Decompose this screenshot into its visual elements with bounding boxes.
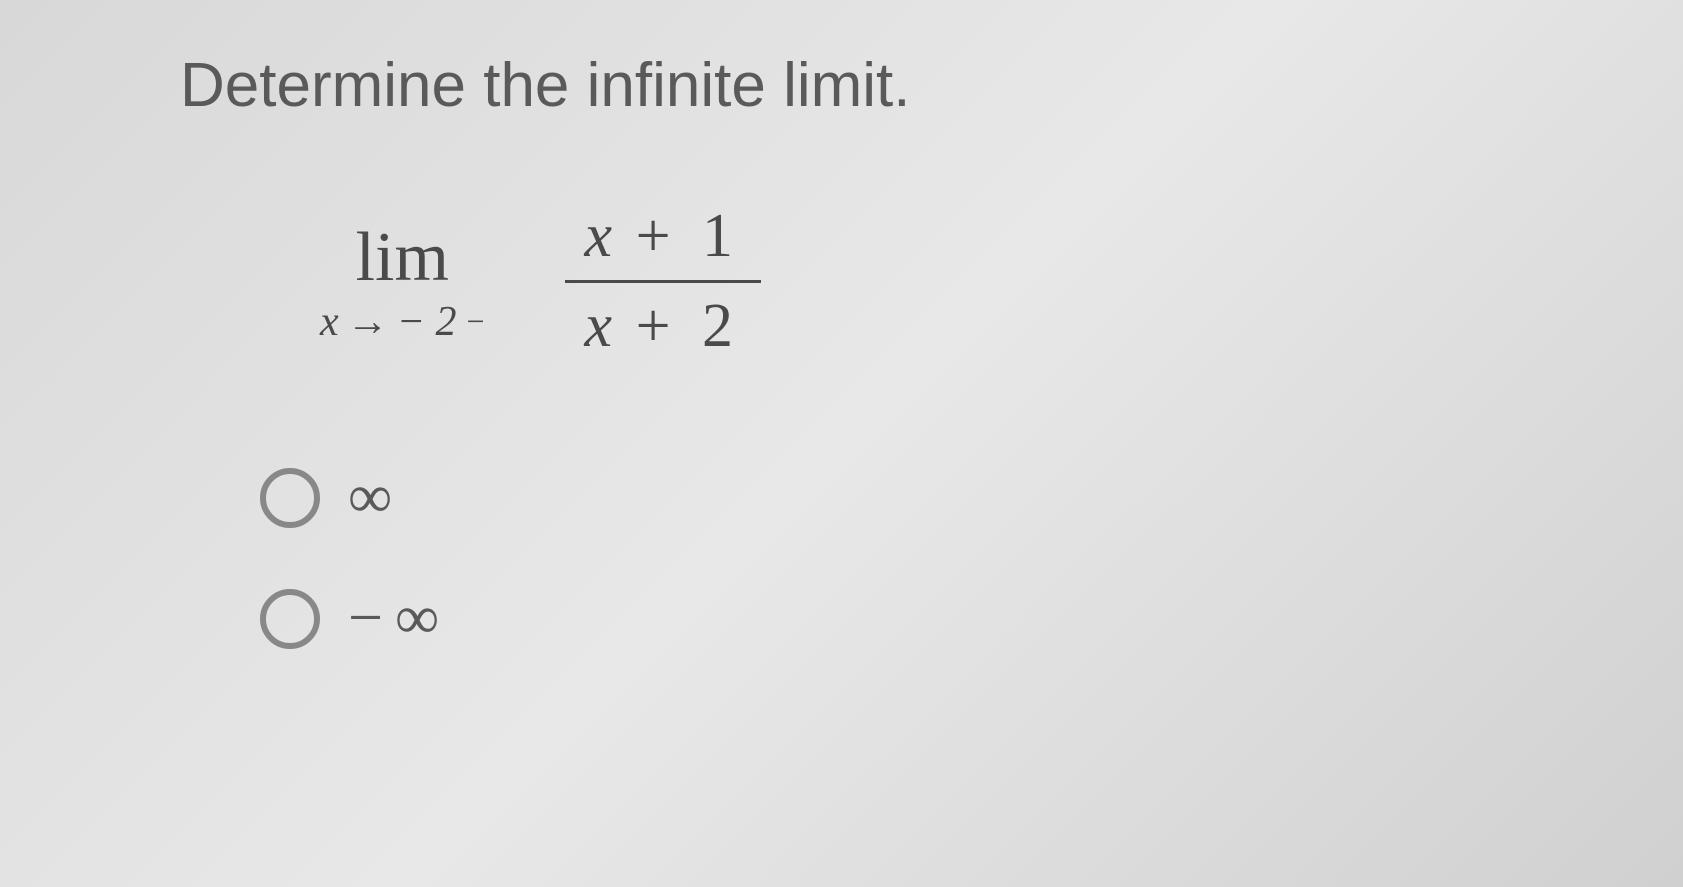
option-label: ∞: [348, 462, 392, 533]
arrow-icon: →: [347, 298, 389, 346]
minus-sign: −: [348, 584, 383, 652]
numerator-variable: x: [585, 202, 613, 270]
infinity-icon: ∞: [395, 584, 439, 652]
option-positive-infinity[interactable]: ∞: [260, 462, 1503, 533]
denominator-operator: +: [636, 292, 671, 360]
numerator-constant: 1: [702, 202, 733, 270]
radio-button[interactable]: [260, 589, 320, 649]
lim-text: lim: [356, 218, 449, 298]
numerator: x + 1: [565, 201, 762, 272]
denominator-constant: 2: [702, 292, 733, 360]
infinity-icon: ∞: [348, 463, 392, 531]
approach-superscript: −: [467, 303, 485, 340]
limit-notation: lim x → − 2−: [320, 218, 485, 346]
limit-approach: x → − 2−: [320, 298, 485, 346]
denominator: x + 2: [565, 291, 762, 362]
radio-button[interactable]: [260, 468, 320, 528]
limit-variable: x: [320, 298, 339, 346]
fraction-line: [565, 280, 762, 283]
numerator-operator: +: [636, 202, 671, 270]
option-negative-infinity[interactable]: −∞: [260, 583, 1503, 654]
denominator-variable: x: [585, 292, 613, 360]
approach-value: − 2: [397, 298, 457, 346]
fraction-expression: x + 1 x + 2: [565, 201, 762, 362]
option-label: −∞: [348, 583, 439, 654]
limit-expression: lim x → − 2− x + 1 x + 2: [320, 201, 1503, 362]
question-prompt: Determine the infinite limit.: [180, 50, 1503, 121]
answer-options: ∞ −∞: [260, 462, 1503, 654]
